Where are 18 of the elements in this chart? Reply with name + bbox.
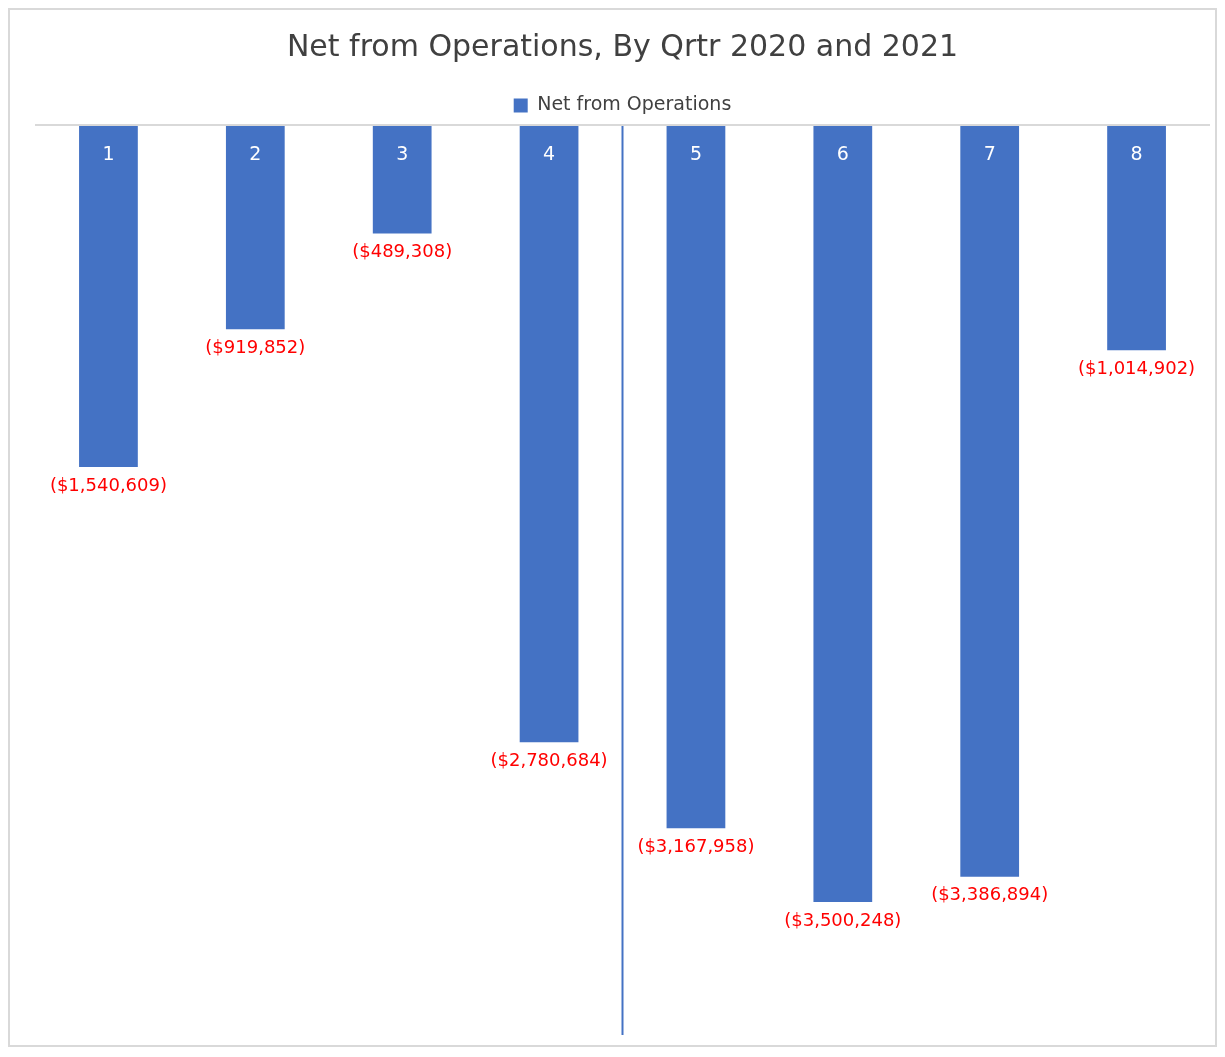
data-label: ($489,308) [352, 240, 453, 262]
x-tick-label: 6 [836, 141, 849, 164]
data-label: ($3,500,248) [784, 908, 902, 930]
x-tick-label: 1 [102, 141, 115, 164]
data-label: ($3,167,958) [637, 834, 755, 856]
data-label: ($3,386,894) [931, 883, 1049, 905]
x-tick-label: 4 [543, 141, 556, 164]
x-tick-label: 7 [983, 141, 996, 164]
x-tick-label: 8 [1130, 141, 1143, 164]
data-label: ($2,780,684) [490, 748, 608, 770]
legend-label: Net from Operations [537, 92, 732, 115]
data-label: ($1,014,902) [1078, 356, 1196, 378]
chart-title: Net from Operations, By Qrtr 2020 and 2021 [286, 27, 959, 63]
x-tick-label: 5 [689, 141, 702, 164]
data-label: ($1,540,609) [49, 473, 167, 495]
data-label: ($919,852) [205, 335, 306, 357]
x-tick-label: 3 [396, 141, 409, 164]
x-tick-label: 2 [249, 141, 262, 164]
